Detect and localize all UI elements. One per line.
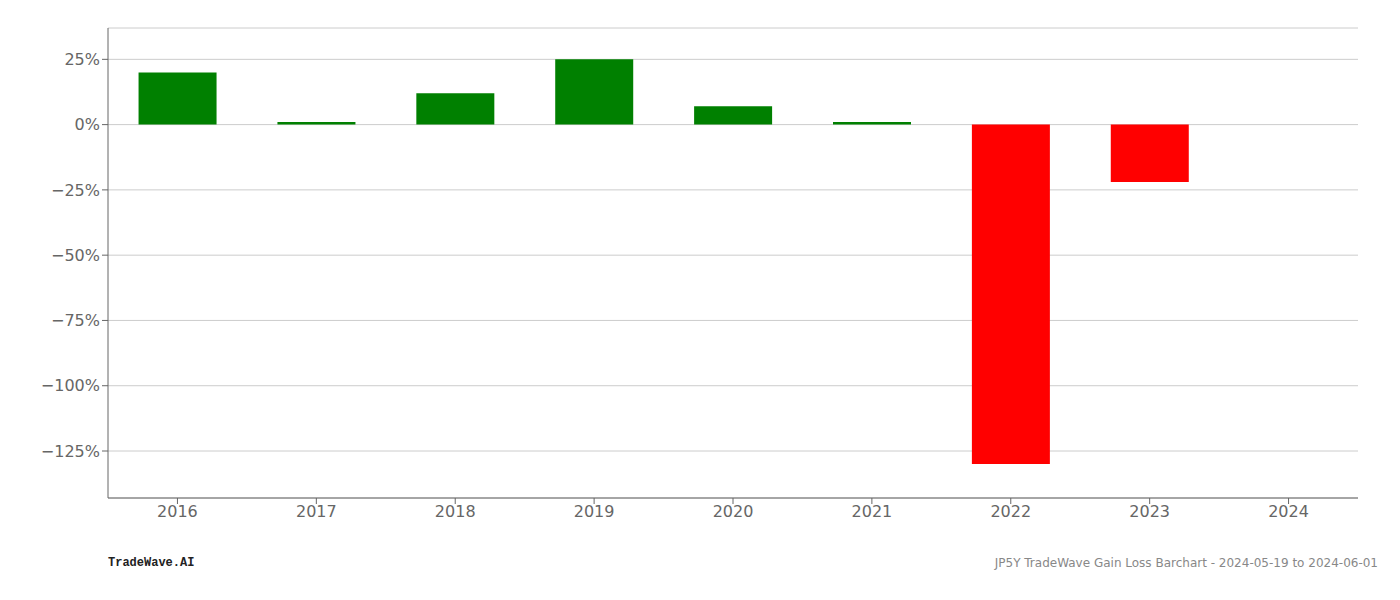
svg-text:−25%: −25% xyxy=(51,181,100,200)
svg-text:−75%: −75% xyxy=(51,311,100,330)
svg-text:2020: 2020 xyxy=(713,502,754,521)
svg-text:−100%: −100% xyxy=(41,376,100,395)
svg-text:2023: 2023 xyxy=(1129,502,1170,521)
svg-text:2024: 2024 xyxy=(1268,502,1309,521)
svg-text:2019: 2019 xyxy=(574,502,615,521)
svg-text:0%: 0% xyxy=(75,115,100,134)
svg-text:2018: 2018 xyxy=(435,502,476,521)
svg-text:2017: 2017 xyxy=(296,502,337,521)
svg-text:−125%: −125% xyxy=(41,442,100,461)
svg-text:2016: 2016 xyxy=(157,502,198,521)
svg-text:2022: 2022 xyxy=(990,502,1031,521)
svg-text:−50%: −50% xyxy=(51,246,100,265)
svg-text:2021: 2021 xyxy=(852,502,893,521)
svg-text:25%: 25% xyxy=(64,50,100,69)
html-text:JP5Y TradeWave Gain Loss Barch: JP5Y TradeWave Gain Loss Barchart - 2024… xyxy=(994,556,1378,570)
html-text:TradeWave.AI: TradeWave.AI xyxy=(108,556,195,570)
